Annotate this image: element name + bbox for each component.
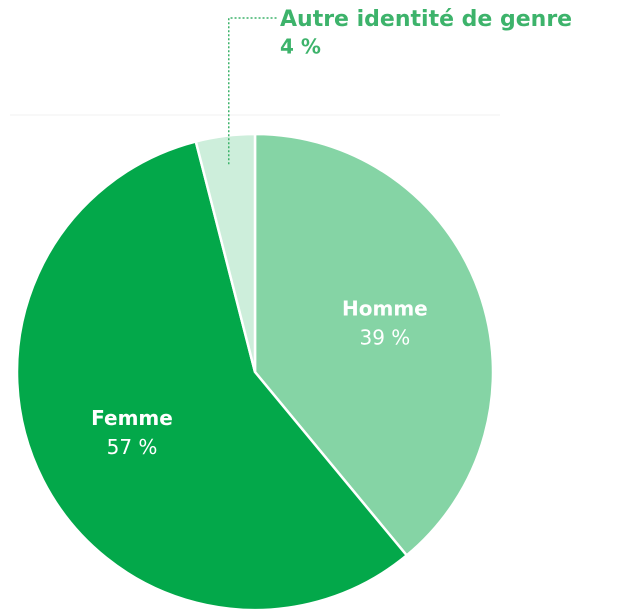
pie-slice [15, 139, 409, 610]
slice-label: Autre identité de genre [280, 7, 572, 32]
pie-slice [194, 132, 257, 373]
pie-slice [253, 132, 495, 558]
leader-line [228, 17, 278, 165]
slice-value: 4 % [280, 35, 321, 59]
slice-value: 39 % [359, 326, 410, 350]
slice-label: Femme [91, 406, 173, 430]
slice-value: 57 % [107, 435, 158, 459]
slice-label: Homme [342, 297, 428, 321]
